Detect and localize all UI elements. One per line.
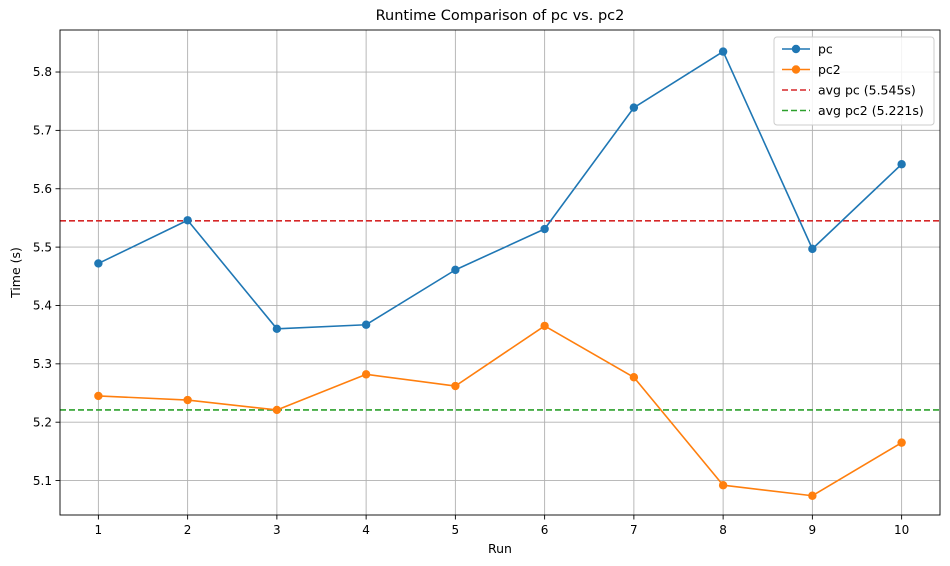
legend-label-pc2: pc2	[818, 62, 841, 77]
data-point-pc2	[540, 321, 549, 331]
data-point-pc2	[808, 491, 817, 500]
data-point-pc2	[897, 438, 906, 447]
data-point-pc2	[183, 395, 192, 405]
data-point-pc	[540, 224, 549, 234]
plot-frame	[59, 29, 941, 516]
y-tick-label: 5.3	[33, 357, 52, 371]
y-tick-label: 5.1	[33, 474, 52, 488]
legend-box	[773, 36, 935, 126]
y-tick-label: 5.2	[33, 415, 52, 429]
legend-label-avg-pc2-5-221s: avg pc2 (5.221s)	[818, 103, 924, 118]
x-tick-label: 10	[894, 523, 909, 537]
legend: pc pc2 avg pc (5.545s) avg pc2 (5.221s)	[773, 36, 935, 126]
series-line-pc	[98, 50, 903, 330]
y-tick-label: 5.7	[33, 124, 52, 138]
data-point-pc	[808, 244, 817, 254]
data-point-pc	[361, 320, 371, 329]
x-axis-label: Run	[488, 541, 512, 556]
y-axis-ticks: 5.1 5.2 5.3 5.4 5.5 5.6 5.7 5.8	[33, 65, 60, 488]
legend-label-pc: pc	[818, 42, 833, 57]
data-point-pc	[718, 47, 728, 56]
x-tick-label: 4	[362, 523, 370, 537]
reference-lines	[60, 220, 940, 411]
legend-label-avg-pc-5-545s: avg pc (5.545s)	[818, 83, 916, 98]
x-tick-label: 9	[809, 523, 817, 537]
data-point-pc	[451, 265, 460, 275]
data-point-pc	[272, 324, 282, 334]
y-tick-label: 5.6	[33, 182, 52, 196]
series-layer	[94, 47, 906, 500]
data-point-pc2	[629, 373, 639, 382]
y-tick-label: 5.5	[33, 240, 52, 254]
chart-title: Runtime Comparison of pc vs. pc2	[376, 8, 625, 24]
x-tick-label: 1	[95, 523, 103, 537]
data-point-pc2	[451, 381, 460, 391]
data-point-pc2	[94, 391, 103, 401]
data-point-pc2	[361, 370, 371, 379]
x-tick-label: 3	[273, 523, 281, 537]
data-point-pc2	[272, 405, 282, 415]
series-line-pc2	[98, 325, 903, 497]
legend-marker-pc2	[791, 65, 801, 74]
y-tick-label: 5.8	[33, 65, 52, 79]
y-tick-label: 5.4	[33, 299, 52, 313]
x-tick-label: 6	[541, 523, 549, 537]
x-tick-label: 5	[452, 523, 460, 537]
x-tick-label: 8	[719, 523, 727, 537]
x-axis-ticks: 1 2 3 4 5 6 7 8 9 10	[95, 515, 909, 537]
x-tick-label: 2	[184, 523, 192, 537]
data-point-pc	[183, 216, 192, 225]
data-point-pc	[897, 160, 906, 169]
x-tick-label: 7	[630, 523, 638, 537]
y-axis-label: Time (s)	[8, 247, 23, 299]
legend-marker-pc	[791, 44, 801, 54]
data-point-pc	[94, 259, 103, 268]
data-point-pc	[629, 103, 639, 112]
data-point-pc2	[718, 481, 728, 490]
